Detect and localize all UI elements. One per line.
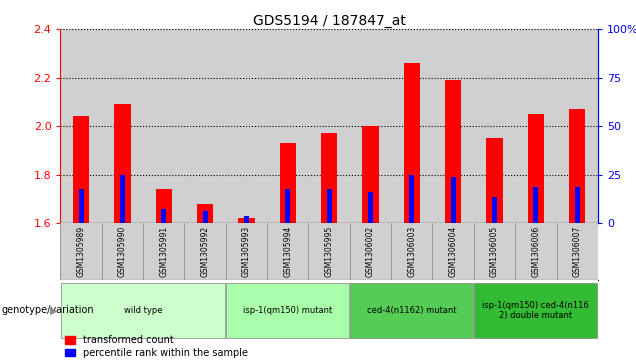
Bar <box>575 187 579 223</box>
Bar <box>120 175 125 223</box>
Text: wild type: wild type <box>124 306 162 315</box>
Text: GSM1306003: GSM1306003 <box>407 226 417 277</box>
Bar <box>197 204 214 223</box>
Text: ▶: ▶ <box>50 305 57 315</box>
Text: GSM1305994: GSM1305994 <box>283 226 293 277</box>
Text: GSM1305991: GSM1305991 <box>159 226 169 277</box>
Bar <box>368 192 373 223</box>
Text: isp-1(qm150) ced-4(n116
2) double mutant: isp-1(qm150) ced-4(n116 2) double mutant <box>483 301 589 320</box>
Bar <box>244 216 249 223</box>
Text: GSM1305989: GSM1305989 <box>76 226 86 277</box>
Bar <box>60 29 102 223</box>
Bar <box>226 282 349 338</box>
Bar <box>61 282 225 338</box>
Bar <box>114 104 131 223</box>
Bar <box>556 29 598 223</box>
Bar <box>280 143 296 223</box>
Text: GSM1305993: GSM1305993 <box>242 226 251 277</box>
Bar <box>432 29 474 223</box>
Bar <box>410 175 414 223</box>
Bar <box>350 282 473 338</box>
Bar <box>238 219 254 223</box>
Text: GSM1305995: GSM1305995 <box>324 226 334 277</box>
Text: GSM1306007: GSM1306007 <box>572 226 582 277</box>
Bar <box>403 63 420 223</box>
Bar <box>451 177 455 223</box>
Bar <box>528 114 544 223</box>
Bar <box>203 211 207 223</box>
Bar <box>534 187 538 223</box>
Bar <box>474 29 515 223</box>
Bar <box>286 189 290 223</box>
Bar <box>267 29 308 223</box>
Bar <box>492 196 497 223</box>
Title: GDS5194 / 187847_at: GDS5194 / 187847_at <box>252 14 406 28</box>
Text: GSM1305992: GSM1305992 <box>200 226 210 277</box>
Text: ced-4(n1162) mutant: ced-4(n1162) mutant <box>367 306 457 315</box>
Bar <box>321 134 337 223</box>
Bar <box>327 189 331 223</box>
Bar <box>143 29 184 223</box>
Bar <box>363 126 379 223</box>
Bar <box>350 29 391 223</box>
Text: GSM1306004: GSM1306004 <box>448 226 458 277</box>
Text: genotype/variation: genotype/variation <box>1 305 94 315</box>
Text: GSM1305990: GSM1305990 <box>118 226 127 277</box>
Bar <box>308 29 350 223</box>
Legend: transformed count, percentile rank within the sample: transformed count, percentile rank withi… <box>66 335 248 358</box>
Bar <box>515 29 556 223</box>
Bar <box>162 209 166 223</box>
Bar <box>391 29 432 223</box>
Text: GSM1306002: GSM1306002 <box>366 226 375 277</box>
Bar <box>156 189 172 223</box>
Bar <box>184 29 226 223</box>
Bar <box>445 80 461 223</box>
Bar <box>73 117 89 223</box>
Text: GSM1306005: GSM1306005 <box>490 226 499 277</box>
Bar <box>486 138 502 223</box>
Text: GSM1306006: GSM1306006 <box>531 226 541 277</box>
Text: isp-1(qm150) mutant: isp-1(qm150) mutant <box>243 306 333 315</box>
Bar <box>474 282 597 338</box>
Bar <box>226 29 267 223</box>
Bar <box>569 109 586 223</box>
Bar <box>102 29 143 223</box>
Bar <box>79 189 83 223</box>
